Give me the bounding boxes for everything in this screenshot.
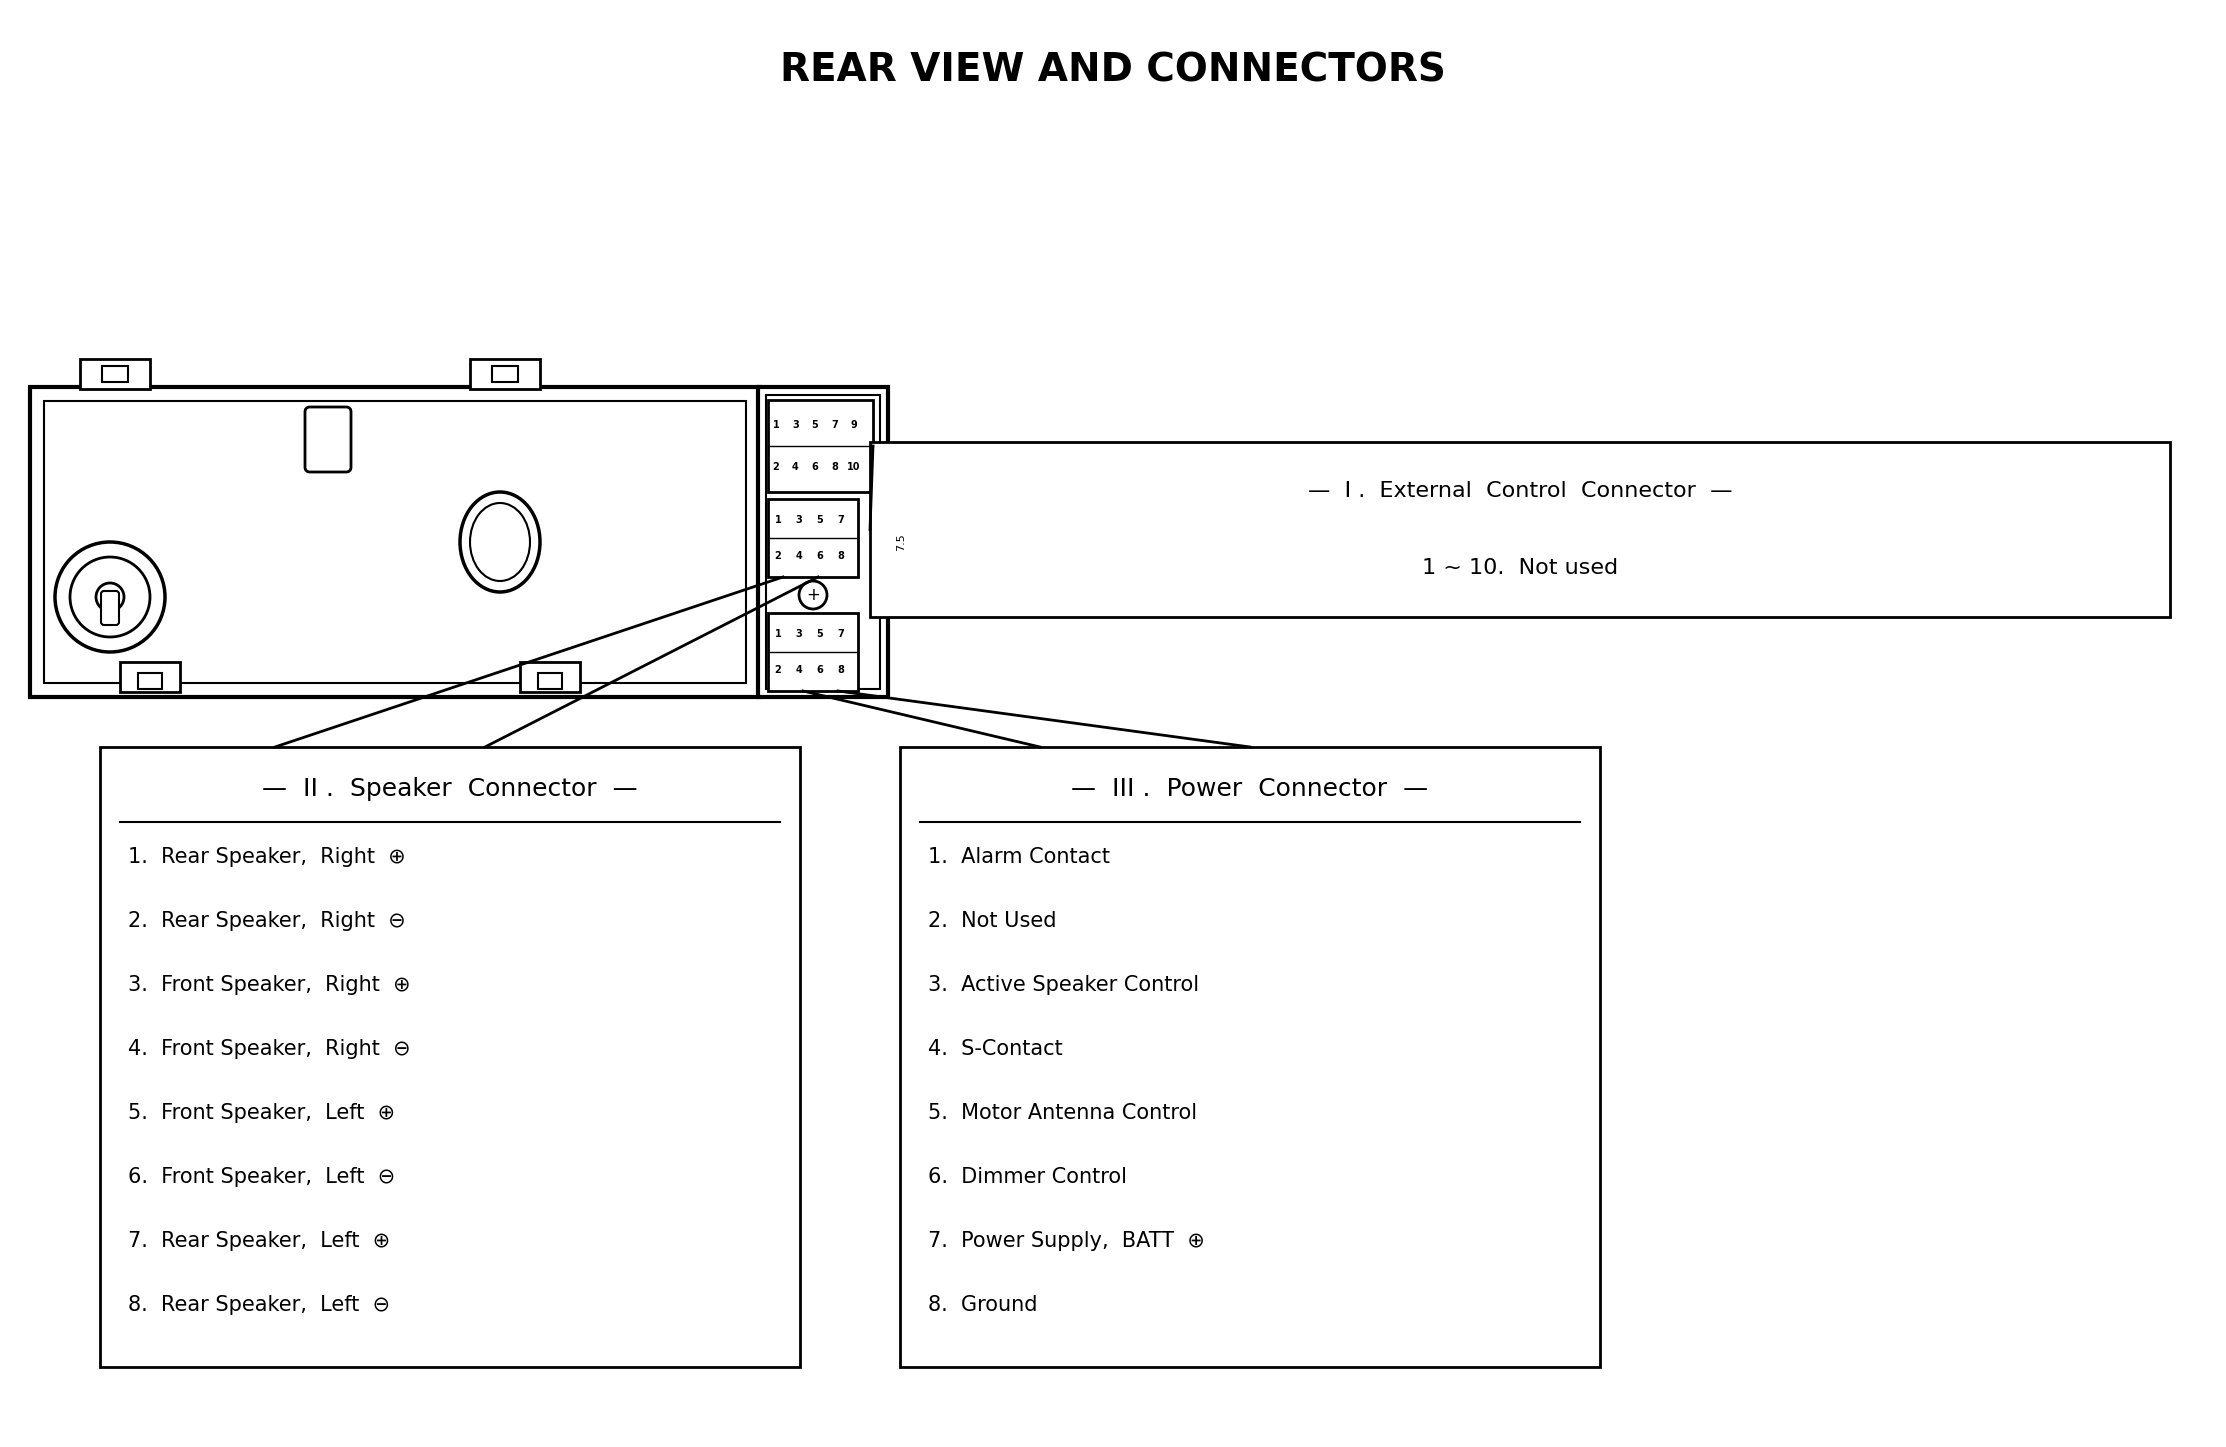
FancyBboxPatch shape <box>29 386 759 697</box>
Text: 5: 5 <box>817 629 824 640</box>
FancyBboxPatch shape <box>521 661 581 692</box>
Text: 4: 4 <box>792 462 799 472</box>
FancyBboxPatch shape <box>539 673 561 689</box>
Text: 1: 1 <box>772 420 779 430</box>
Text: 6.  Dimmer Control: 6. Dimmer Control <box>928 1166 1126 1187</box>
Text: —  II .  Speaker  Connector  —: — II . Speaker Connector — <box>263 777 639 802</box>
FancyBboxPatch shape <box>899 747 1600 1367</box>
Text: —  I .  External  Control  Connector  —: — I . External Control Connector — <box>1307 480 1732 501</box>
Text: 7: 7 <box>837 629 844 640</box>
FancyBboxPatch shape <box>470 359 541 389</box>
FancyBboxPatch shape <box>768 399 873 492</box>
FancyBboxPatch shape <box>80 359 149 389</box>
Text: 1.  Rear Speaker,  Right  ⊕: 1. Rear Speaker, Right ⊕ <box>129 846 405 867</box>
Text: 7: 7 <box>830 420 837 430</box>
Text: 2: 2 <box>775 666 781 674</box>
Text: REAR VIEW AND CONNECTORS: REAR VIEW AND CONNECTORS <box>779 52 1447 90</box>
Text: 4.  S-Contact: 4. S-Contact <box>928 1039 1062 1059</box>
FancyBboxPatch shape <box>100 747 799 1367</box>
FancyBboxPatch shape <box>768 614 857 692</box>
Text: 7.  Power Supply,  BATT  ⊕: 7. Power Supply, BATT ⊕ <box>928 1231 1204 1252</box>
Text: 3: 3 <box>792 420 799 430</box>
Text: 5.  Motor Antenna Control: 5. Motor Antenna Control <box>928 1103 1198 1123</box>
Text: 9: 9 <box>850 420 857 430</box>
Text: 8.  Ground: 8. Ground <box>928 1295 1037 1315</box>
Text: 1.  Alarm Contact: 1. Alarm Contact <box>928 846 1111 867</box>
FancyBboxPatch shape <box>305 407 352 472</box>
Text: 3: 3 <box>795 629 801 640</box>
Text: +: + <box>806 586 819 603</box>
Text: 6: 6 <box>817 666 824 674</box>
FancyBboxPatch shape <box>120 661 180 692</box>
Text: 7: 7 <box>837 515 844 525</box>
Text: 5.  Front Speaker,  Left  ⊕: 5. Front Speaker, Left ⊕ <box>129 1103 396 1123</box>
Text: 1: 1 <box>775 629 781 640</box>
Text: 8: 8 <box>830 462 837 472</box>
FancyBboxPatch shape <box>870 441 2170 616</box>
Text: 4: 4 <box>795 666 801 674</box>
Text: 3.  Active Speaker Control: 3. Active Speaker Control <box>928 975 1200 996</box>
FancyBboxPatch shape <box>759 386 888 697</box>
Text: 7.5: 7.5 <box>897 532 906 551</box>
Text: 2.  Not Used: 2. Not Used <box>928 912 1057 930</box>
Text: 6: 6 <box>817 551 824 561</box>
FancyBboxPatch shape <box>492 366 519 382</box>
FancyBboxPatch shape <box>100 590 118 625</box>
FancyBboxPatch shape <box>102 366 129 382</box>
Text: —  III .  Power  Connector  —: — III . Power Connector — <box>1071 777 1429 802</box>
Text: 4: 4 <box>795 551 801 561</box>
Text: 6.  Front Speaker,  Left  ⊖: 6. Front Speaker, Left ⊖ <box>129 1166 396 1187</box>
Text: 1: 1 <box>775 515 781 525</box>
Text: 7.  Rear Speaker,  Left  ⊕: 7. Rear Speaker, Left ⊕ <box>129 1231 390 1252</box>
Text: 8: 8 <box>837 551 844 561</box>
Text: 8.  Rear Speaker,  Left  ⊖: 8. Rear Speaker, Left ⊖ <box>129 1295 390 1315</box>
Text: 2: 2 <box>775 551 781 561</box>
Text: 3: 3 <box>795 515 801 525</box>
FancyBboxPatch shape <box>766 395 879 689</box>
Text: 3.  Front Speaker,  Right  ⊕: 3. Front Speaker, Right ⊕ <box>129 975 410 996</box>
Text: 5: 5 <box>817 515 824 525</box>
Text: 2.  Rear Speaker,  Right  ⊖: 2. Rear Speaker, Right ⊖ <box>129 912 405 930</box>
Text: 4.  Front Speaker,  Right  ⊖: 4. Front Speaker, Right ⊖ <box>129 1039 410 1059</box>
FancyBboxPatch shape <box>45 401 746 683</box>
Text: 1 ~ 10.  Not used: 1 ~ 10. Not used <box>1422 559 1618 577</box>
Text: 6: 6 <box>812 462 819 472</box>
Text: 10: 10 <box>848 462 861 472</box>
FancyBboxPatch shape <box>138 673 162 689</box>
Text: 5: 5 <box>812 420 819 430</box>
Text: 8: 8 <box>837 666 844 674</box>
Text: 2: 2 <box>772 462 779 472</box>
FancyBboxPatch shape <box>768 499 857 577</box>
